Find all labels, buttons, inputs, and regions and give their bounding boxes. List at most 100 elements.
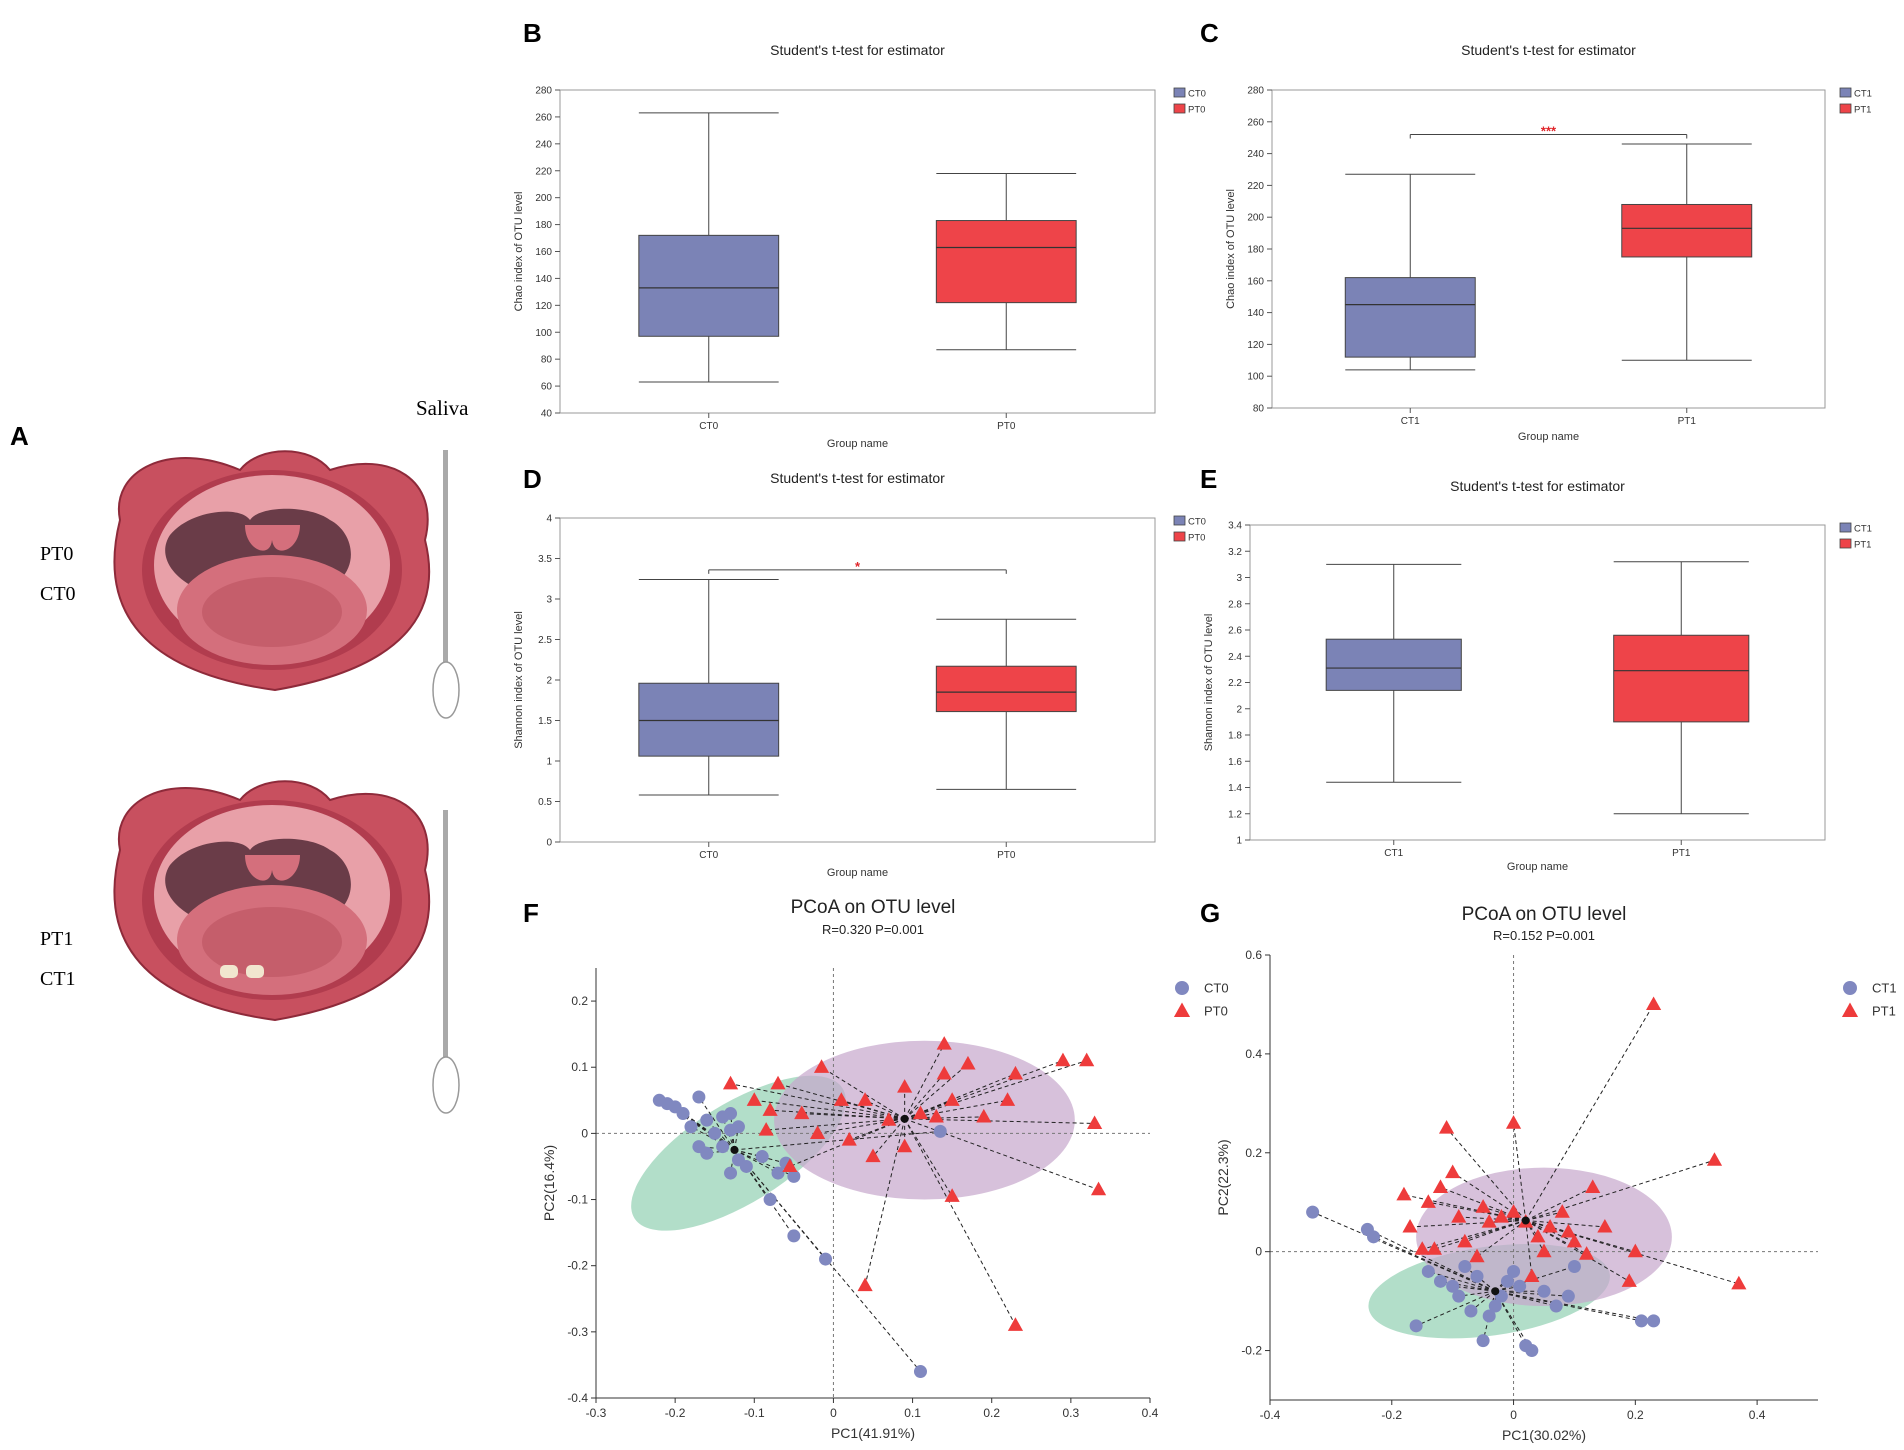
y-tick-label: 180 <box>535 220 552 231</box>
x-tick-label: -0.4 <box>1260 1408 1281 1422</box>
spider-line <box>1495 1290 1654 1322</box>
x-tick-label: -0.2 <box>1381 1408 1402 1422</box>
y-tick-label: 3.5 <box>538 554 552 565</box>
legend-label: PT1 <box>1854 105 1871 116</box>
box-pt0 <box>935 665 1077 713</box>
y-tick-label: 280 <box>535 86 552 97</box>
data-point-pt0 <box>857 1092 873 1106</box>
box-chart-c: Student's t-test for estimator 80 100 120 14… <box>1225 42 1872 443</box>
y-tick-label: 2.6 <box>1228 626 1242 637</box>
panel-label-f: F <box>523 898 539 928</box>
spider-line <box>904 1060 1087 1120</box>
x-tick-label: -0.2 <box>665 1406 686 1420</box>
y-tick-label: -0.4 <box>567 1391 588 1405</box>
x-axis-label: Group name <box>1518 431 1579 443</box>
spider-line <box>1525 1220 1739 1285</box>
spider-line <box>1525 1220 1587 1255</box>
data-point-ct1 <box>1476 1334 1490 1348</box>
data-point-pt0 <box>794 1105 810 1120</box>
data-point-pt1 <box>1542 1218 1558 1233</box>
chart-title: Student's t-test for estimator <box>770 470 945 486</box>
panel-label-e: E <box>1200 464 1217 494</box>
y-tick-label: 2.2 <box>1228 678 1242 689</box>
data-point-pt1 <box>1451 1209 1467 1223</box>
group-label-ct1: CT1 <box>40 968 76 990</box>
spider-line <box>904 1073 1016 1120</box>
y-axis-label: PC2(22.3%) <box>1215 1139 1231 1215</box>
spider-line <box>904 1118 953 1197</box>
box-ct1 <box>1325 638 1462 691</box>
spider-line <box>734 1149 787 1164</box>
data-point-pt0 <box>762 1102 778 1116</box>
panel-a: A PT0 CT0 PT1 CT1 Saliva <box>10 396 469 1114</box>
y-tick-label: 140 <box>1247 308 1264 319</box>
y-tick-label: 0.2 <box>1245 1146 1262 1160</box>
spider-line <box>1525 1186 1593 1221</box>
chart-title: Student's t-test for estimator <box>770 42 945 58</box>
data-point-pt1 <box>1493 1209 1509 1223</box>
confidence-ellipse-pt0 <box>774 1040 1075 1200</box>
data-point-ct1 <box>1421 1264 1435 1278</box>
data-point-pt1 <box>1536 1243 1552 1258</box>
legend-marker-circle <box>1843 981 1857 995</box>
data-point-pt1 <box>1585 1179 1601 1193</box>
data-point-ct0 <box>763 1193 777 1207</box>
panel-label-g: G <box>1200 898 1220 928</box>
panel-label-a: A <box>10 421 29 451</box>
y-tick-label: 3.2 <box>1228 547 1242 558</box>
y-tick-label: 120 <box>1247 340 1264 351</box>
x-tick-label: 0.4 <box>1749 1408 1766 1422</box>
spider-line <box>766 1118 905 1131</box>
spider-line <box>734 1149 795 1177</box>
data-point-pt0 <box>746 1092 762 1106</box>
y-tick-label: 3 <box>1236 573 1242 584</box>
centroid-ct0 <box>730 1145 739 1154</box>
data-point-ct0 <box>700 1113 714 1127</box>
spider-line <box>1525 1159 1715 1221</box>
data-point-ct1 <box>1306 1205 1320 1219</box>
legend-label: CT0 <box>1188 517 1206 528</box>
spider-line <box>864 1099 905 1120</box>
box-chart-d: Student's t-test for estimator 0 0.5 1 1.5 2 2… <box>513 470 1206 879</box>
y-tick-label: 0.2 <box>571 994 588 1008</box>
spider-line <box>904 1073 945 1120</box>
spider-line <box>1428 1270 1496 1292</box>
spider-line <box>1476 1220 1527 1258</box>
y-tick-label: 1.8 <box>1228 731 1242 742</box>
data-point-pt1 <box>1627 1243 1643 1258</box>
spider-line <box>1525 1220 1545 1252</box>
y-tick-label: -0.2 <box>567 1259 588 1273</box>
data-point-pt1 <box>1524 1268 1540 1282</box>
y-tick-label: 4 <box>546 514 552 525</box>
spider-line <box>1440 1280 1496 1292</box>
y-tick-label: 1 <box>1236 836 1242 847</box>
data-point-pt1 <box>1706 1152 1723 1166</box>
data-point-ct0 <box>708 1126 722 1140</box>
x-axis-label: PC1(41.91%) <box>831 1425 915 1441</box>
y-tick-label: 0 <box>581 1126 588 1140</box>
chart-title: Student's t-test for estimator <box>1461 42 1636 58</box>
legend-label: PT0 <box>1188 533 1205 544</box>
y-tick-label: 240 <box>535 139 552 150</box>
x-axis-label: Group name <box>827 867 888 879</box>
data-point-ct0 <box>684 1120 698 1134</box>
spider-line <box>841 1099 905 1120</box>
data-point-pt1 <box>1432 1179 1449 1193</box>
y-tick-label: 200 <box>535 193 552 204</box>
x-tick-label: 0 <box>1510 1408 1517 1422</box>
x-tick-label: 0.4 <box>1142 1406 1159 1420</box>
data-point-ct1 <box>1500 1274 1514 1288</box>
data-point-pt1 <box>1505 1204 1522 1218</box>
data-point-pt0 <box>1079 1052 1095 1067</box>
y-tick-label: 280 <box>1247 86 1264 97</box>
spider-line <box>1434 1220 1526 1250</box>
data-point-pt0 <box>758 1122 774 1136</box>
data-point-pt0 <box>928 1108 944 1123</box>
panel-label-b: B <box>523 18 542 48</box>
spider-line <box>1525 1220 1630 1282</box>
y-tick-label: 100 <box>1247 372 1264 383</box>
data-point-ct1 <box>1464 1304 1478 1318</box>
data-point-pt1 <box>1731 1275 1747 1290</box>
data-point-ct1 <box>1561 1289 1575 1303</box>
